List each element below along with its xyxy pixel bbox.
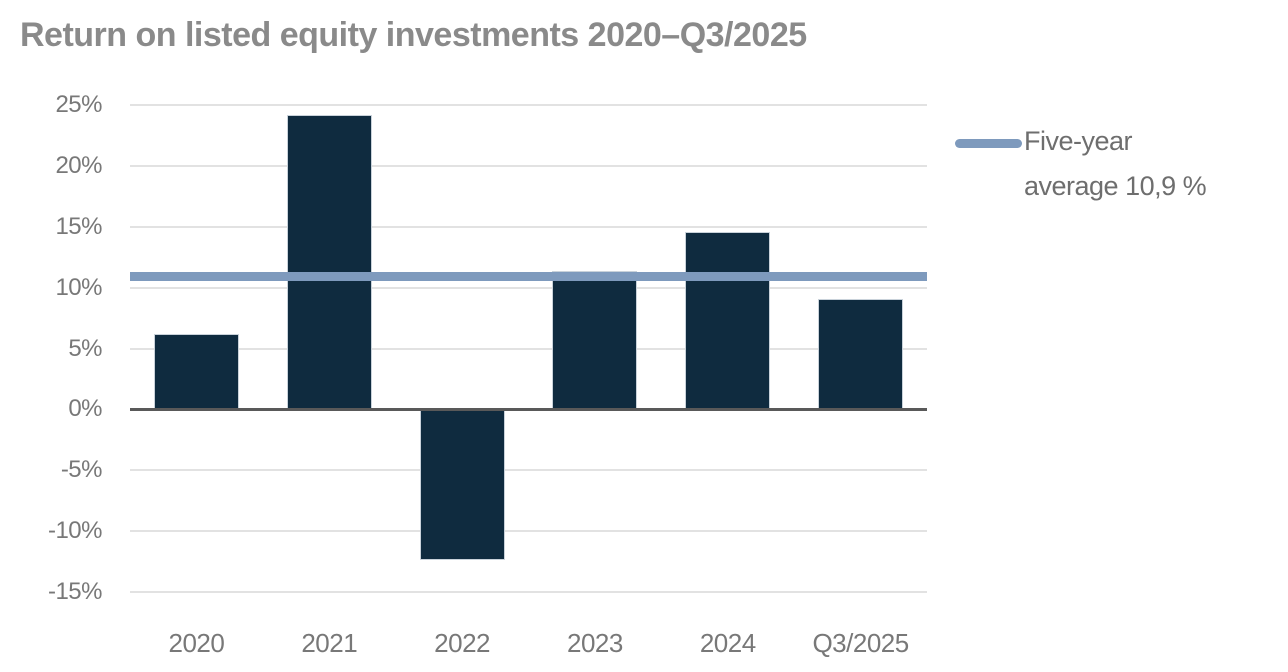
bar-2024 — [685, 231, 771, 410]
chart-title: Return on listed equity investments 2020… — [20, 16, 807, 54]
gridline-20 — [130, 164, 927, 167]
bar-Q3/2025 — [818, 298, 904, 410]
gridline-5 — [130, 347, 927, 350]
y-tick-label-20: 20% — [55, 151, 102, 179]
bar-2021 — [286, 114, 372, 410]
five-year-average-line — [130, 272, 927, 282]
x-tick-label-Q3/2025: Q3/2025 — [812, 628, 909, 658]
y-tick-label-0: 0% — [68, 395, 102, 423]
x-tick-label-2020: 2020 — [168, 628, 225, 658]
y-tick-label--15: -15% — [47, 578, 103, 605]
zero-axis-line — [130, 407, 927, 411]
y-tick-label-15: 15% — [55, 212, 102, 240]
y-tick-label--10: -10% — [47, 517, 103, 545]
y-tick-label-10: 10% — [55, 273, 102, 301]
gridline-10 — [130, 286, 927, 289]
gridline--15 — [130, 591, 927, 593]
gridline--10 — [130, 530, 927, 533]
y-tick-label--5: -5% — [60, 456, 103, 484]
bar-2023 — [552, 270, 638, 410]
x-tick-label-2024: 2024 — [699, 628, 756, 658]
x-tick-label-2022: 2022 — [434, 628, 490, 658]
y-tick-label-25: 25% — [55, 91, 102, 118]
y-tick-label-5: 5% — [68, 334, 102, 362]
gridline-15 — [130, 225, 927, 228]
x-tick-label-2021: 2021 — [301, 628, 358, 658]
gridline--5 — [130, 469, 927, 472]
bar-2020 — [153, 333, 239, 410]
gridline-25 — [130, 104, 927, 106]
bar-2022 — [419, 409, 505, 561]
x-tick-label-2023: 2023 — [566, 628, 623, 658]
